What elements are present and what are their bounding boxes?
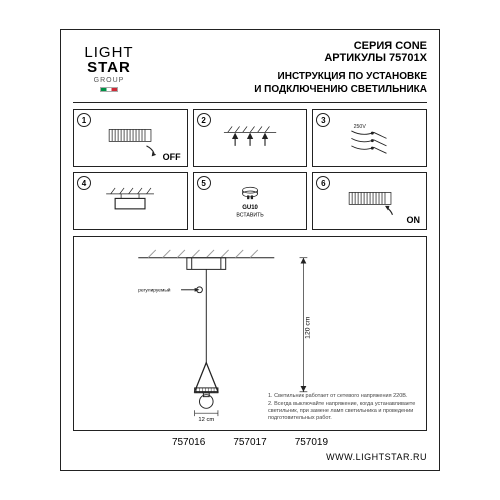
step-number: 2 (197, 113, 211, 127)
step-number: 4 (77, 176, 91, 190)
step-6: 6 ON (312, 172, 427, 230)
sku-item: 757017 (233, 437, 266, 448)
on-label: ON (406, 215, 420, 225)
step-number: 1 (77, 113, 91, 127)
logo-line-3: GROUP (94, 77, 125, 84)
step-2: 2 (193, 109, 308, 167)
series-label: СЕРИЯ CONE (254, 40, 427, 52)
step-3: 3 250V (312, 109, 427, 167)
step-4: 4 (73, 172, 188, 230)
sku-item: 757019 (295, 437, 328, 448)
instruction-title-2: И ПОДКЛЮЧЕНИЮ СВЕТИЛЬНИКА (254, 83, 427, 96)
website-url: www.lightstar.ru (73, 452, 427, 462)
note-1: 1. Светильник работает от сетевого напря… (268, 393, 418, 400)
title-block: СЕРИЯ CONE АРТИКУЛЫ 75701X ИНСТРУКЦИЯ ПО… (254, 40, 427, 96)
svg-text:ВСТАВИТЬ: ВСТАВИТЬ (236, 212, 264, 218)
bulb-insert-icon: GU10 ВСТАВИТЬ (205, 179, 295, 224)
svg-text:12 cm: 12 cm (198, 417, 214, 423)
italy-flag-icon (100, 87, 118, 92)
svg-text:120 cm: 120 cm (304, 316, 311, 339)
header: LIGHT STAR GROUP СЕРИЯ CONE АРТИКУЛЫ 757… (73, 40, 427, 103)
svg-text:250V: 250V (353, 124, 366, 130)
breaker-on-icon (325, 179, 415, 224)
main-diagram: регулируемый 12 cm 120 cm 1. Светильник … (73, 236, 427, 431)
step-number: 5 (197, 176, 211, 190)
safety-notes: 1. Светильник работает от сетевого напря… (268, 393, 418, 422)
ceiling-mark-icon (205, 116, 295, 161)
article-label: АРТИКУЛЫ 75701X (254, 52, 427, 64)
off-label: OFF (163, 152, 181, 162)
svg-text:регулируемый: регулируемый (138, 287, 171, 294)
mount-base-icon (85, 179, 175, 224)
sku-item: 757016 (172, 437, 205, 448)
sku-list: 757016 757017 757019 (73, 437, 427, 448)
note-2: 2. Всегда выключайте напряжение, когда у… (268, 401, 418, 422)
instruction-sheet: LIGHT STAR GROUP СЕРИЯ CONE АРТИКУЛЫ 757… (60, 29, 440, 471)
logo-line-1: LIGHT (84, 45, 133, 60)
steps-grid: 1 OFF 2 (73, 109, 427, 230)
brand-logo: LIGHT STAR GROUP (73, 40, 145, 96)
instruction-title-1: ИНСТРУКЦИЯ ПО УСТАНОВКЕ (254, 70, 427, 83)
svg-text:GU10: GU10 (242, 204, 258, 210)
step-1: 1 OFF (73, 109, 188, 167)
wiring-icon: 250V (325, 116, 415, 161)
step-5: 5 GU10 ВСТАВИТЬ (193, 172, 308, 230)
logo-line-2: STAR (87, 60, 131, 75)
